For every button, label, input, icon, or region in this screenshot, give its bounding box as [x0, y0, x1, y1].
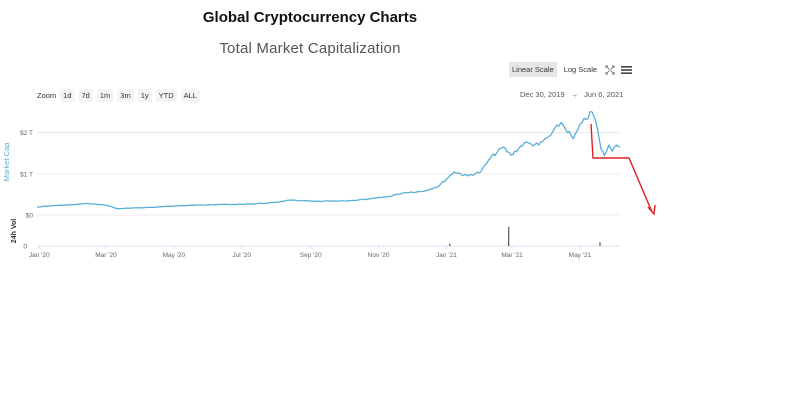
x-tick-label: Mar '20	[95, 252, 117, 259]
market-cap-line	[36, 110, 621, 210]
scale-toolbar: Linear Scale Log Scale	[509, 62, 632, 77]
x-tick-label: Mar '21	[501, 252, 523, 259]
y-axis-title-volume: 24h Vol	[11, 219, 18, 243]
x-tick-label: May '20	[163, 252, 186, 259]
x-tick-label: Jul '20	[232, 252, 251, 259]
x-tick-label: Sep '20	[300, 252, 322, 259]
y2-tick-label: 0	[23, 244, 27, 251]
zoom-toolbar: Zoom 1d 7d 1m 3m 1y YTD ALL	[37, 89, 200, 102]
date-from-input[interactable]: Dec 30, 2019	[520, 90, 565, 99]
date-to-input[interactable]: Jun 6, 2021	[584, 90, 624, 99]
red-annotation-arrow	[590, 123, 656, 216]
page-title: Global Cryptocurrency Charts	[202, 9, 418, 26]
zoom-all-button[interactable]: ALL	[180, 89, 200, 102]
date-range: Dec 30, 2019 → Jun 6, 2021	[520, 90, 623, 99]
y-axis-labels: $0 $1 T $2 T 0	[20, 130, 33, 250]
zoom-label: Zoom	[37, 91, 57, 100]
fullscreen-icon[interactable]	[604, 64, 616, 76]
x-tick-label: Nov '20	[368, 252, 390, 259]
zoom-1d-button[interactable]: 1d	[60, 89, 75, 102]
date-separator: →	[570, 90, 579, 99]
zoom-3m-button[interactable]: 3m	[117, 89, 134, 102]
x-tick-label: May '21	[569, 252, 592, 259]
linear-scale-button[interactable]: Linear Scale	[509, 62, 557, 77]
chart-grid	[37, 132, 620, 247]
y-tick-label: $2 T	[20, 130, 33, 137]
zoom-ytd-button[interactable]: YTD	[155, 89, 177, 102]
log-scale-button[interactable]: Log Scale	[563, 65, 598, 74]
zoom-1y-button[interactable]: 1y	[137, 89, 152, 102]
zoom-7d-button[interactable]: 7d	[78, 89, 93, 102]
x-axis-labels: Jan '20 Mar '20 May '20 Jul '20 Sep '20 Nov '…	[29, 246, 592, 259]
y-axis-title-market-cap: Market Cap	[2, 143, 11, 182]
menu-icon[interactable]	[620, 64, 632, 76]
x-tick-label: Jan '20	[29, 252, 50, 259]
zoom-1m-button[interactable]: 1m	[96, 89, 114, 102]
x-tick-label: Jan '21	[436, 252, 457, 259]
y-tick-label: $1 T	[20, 171, 33, 178]
y-tick-label: $0	[26, 213, 34, 220]
volume-bars	[449, 226, 601, 246]
chart-title: Total Market Capitalization	[219, 40, 401, 57]
